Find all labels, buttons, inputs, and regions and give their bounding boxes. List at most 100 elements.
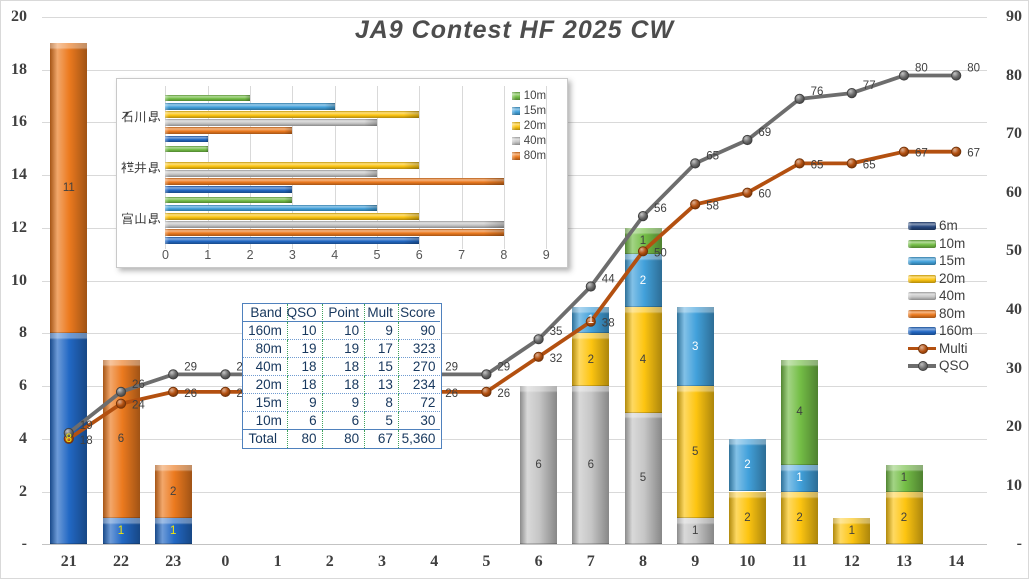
x-axis-tick-label: 10 [739,553,756,570]
line-label-qso: 65 [706,150,719,162]
marker-qso [115,386,127,397]
table-cell: 323 [398,340,441,358]
x-axis-tick-label: 23 [165,553,182,570]
marker-multi [742,187,753,198]
table-cell: 90 [398,322,441,340]
prefecture-band-inset-chart: 0 1 2 3 4 5 6 7 8 9 10m 15m 20m 40m 80m [115,77,568,268]
inset-bar-80m [165,229,504,236]
table-cell: 6 [287,411,323,430]
line-label-multi: 32 [550,353,563,365]
inset-x-tick-label: 2 [246,248,254,263]
gridline [42,69,987,71]
inset-bar-15m [165,102,335,110]
inset-legend-swatch-80m [511,152,520,161]
table-cell: 5,360 [401,431,436,447]
inset-legend-item: 80m [511,150,546,162]
table-cell: 10 [322,321,366,340]
bar-segment-label: 6 [535,459,542,472]
bar-segment-label: 1 [169,525,177,538]
gridline [42,280,987,282]
marker-qso [481,369,492,380]
line-label-qso: 19 [80,420,93,432]
marker-qso [637,211,649,222]
marker-qso [220,369,231,380]
inset-gridline [461,85,463,249]
line-label-qso: 80 [967,63,980,75]
inset-bar-40m [165,119,377,126]
legend-label: 6m [939,218,958,234]
legend-bar-swatch-10m [908,239,936,248]
right-axis-tick-label: 30 [1006,359,1022,377]
bar-segment-label: 1 [691,525,699,538]
marker-multi [690,199,701,210]
marker-multi [637,246,649,257]
table-cell: 17 [365,339,399,358]
kanji-glyph [121,161,134,174]
legend-item-10m: 10m [908,235,965,253]
legend-bar-swatch-15m [908,257,936,266]
x-axis-tick-label: 0 [221,553,230,570]
line-label-qso: 77 [863,80,876,92]
marker-qso [898,70,910,81]
x-axis-tick-label: 12 [843,553,860,570]
line-label-qso: 56 [654,203,667,215]
bar-segment-40m [676,517,714,545]
inset-legend-item: 10m [511,90,546,102]
bar-segment-label: 2 [744,511,751,524]
bar-segment-15m [781,465,819,492]
inset-legend-swatch-20m [511,122,520,131]
legend-item-qso: QSO [908,357,969,375]
kanji-text [121,161,160,174]
inset-gridline [419,85,421,249]
x-axis-tick-label: 3 [378,553,386,570]
x-axis-tick-label: 2 [325,553,334,570]
legend-line-marker [918,343,928,354]
table-cell: Total [243,429,288,448]
line-label-qso: 76 [811,86,824,98]
bar-segment-label: 2 [169,485,177,498]
line-label-multi: 26 [497,388,510,400]
inset-category-label [117,159,160,174]
inset-gridline [503,85,505,249]
bar-segment-20m [624,307,662,413]
line-label-qso: 26 [132,379,145,391]
inset-bar-10m [165,94,251,102]
legend-item-160m: 160m [908,322,973,340]
x-axis-tick-label: 7 [586,553,595,570]
gridline [42,333,987,335]
marker-multi [898,146,910,157]
legend-bar-swatch-40m [908,292,936,301]
x-axis-tick-label: 1 [273,553,282,570]
bar-segment-20m [781,491,819,545]
inset-bar-20m [165,212,420,220]
line-label-multi: 67 [967,148,980,160]
marker-multi [220,386,231,397]
table-cell: 18 [287,357,323,376]
score-table: Band QSO Point Mult Score 160m 10 10 9 90 80m 19 19 1… [241,302,442,449]
gridline [42,438,987,440]
table-cell: 18 [322,375,366,394]
bar-segment-label: 5 [639,472,647,485]
line-label-qso: 80 [915,63,928,75]
line-label-multi: 67 [915,148,928,160]
inset-x-tick-label: 6 [415,248,423,263]
marker-qso [846,88,857,99]
inset-bar-15m [165,204,377,212]
inset-legend-label: 20m [523,120,547,133]
bar-segment-label: 3 [691,340,699,353]
gridline [42,386,987,388]
inset-legend-item: 20m [511,120,547,133]
line-label-qso: 29 [497,361,510,373]
legend-label: QSO [939,358,970,374]
legend-label: 40m [939,288,966,304]
left-axis-tick-label: 10 [11,271,27,289]
marker-multi [533,351,544,362]
bar-segment-40m [572,386,610,545]
right-axis-tick-label: 80 [1006,66,1022,84]
left-axis-tick-label: 2 [19,482,27,500]
inset-bar-10m [165,145,208,153]
legend-item-20m: 20m [908,270,965,288]
inset-x-tick-label: 7 [458,248,466,263]
x-axis-tick-label: 9 [691,553,700,570]
line-label-qso: 29 [184,361,197,373]
